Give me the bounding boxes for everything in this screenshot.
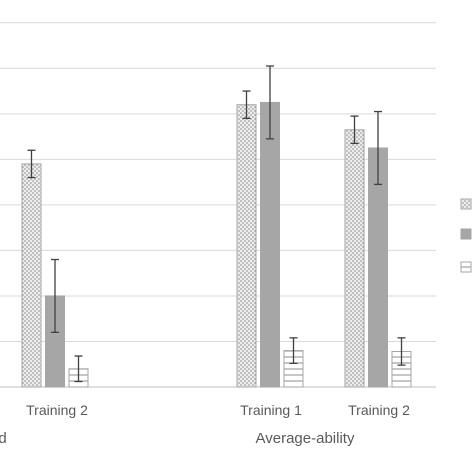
- legend-swatch-3: [460, 261, 472, 273]
- bars: [21, 101, 412, 388]
- gridlines: [0, 22, 436, 388]
- bar-series-1-cat-3: [344, 129, 365, 388]
- error-bars: [27, 65, 406, 383]
- category-label: Training 1: [240, 402, 302, 418]
- bar-series-1-cat-1: [21, 163, 42, 388]
- group-label: ed: [0, 430, 7, 447]
- legend: [460, 198, 472, 273]
- group-label: Average-ability: [256, 430, 355, 447]
- bar-series-1-cat-2: [236, 104, 257, 388]
- legend-swatch-1: [460, 198, 472, 210]
- legend-swatch-2: [460, 228, 472, 240]
- category-label: Training 2: [348, 402, 410, 418]
- axis-labels: Training 2 Training 1 Training 2 ed Average-…: [0, 402, 410, 447]
- category-label: Training 2: [26, 402, 88, 418]
- bar-series-2-cat-2: [260, 101, 280, 388]
